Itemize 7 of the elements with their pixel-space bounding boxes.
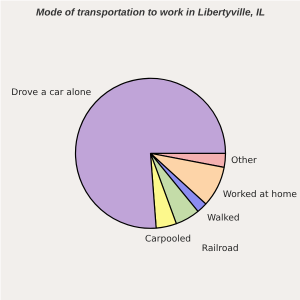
slice-label: Walked [207,214,240,224]
chart-title: Mode of transportation to work in Libertyville, IL [36,8,265,18]
slice-label: Worked at home [222,190,298,200]
slice-label: Drove a car alone [11,88,92,98]
slice-label: Other [231,156,257,166]
slice-label: Railroad [202,244,239,254]
slice-label: Carpooled [145,234,191,244]
